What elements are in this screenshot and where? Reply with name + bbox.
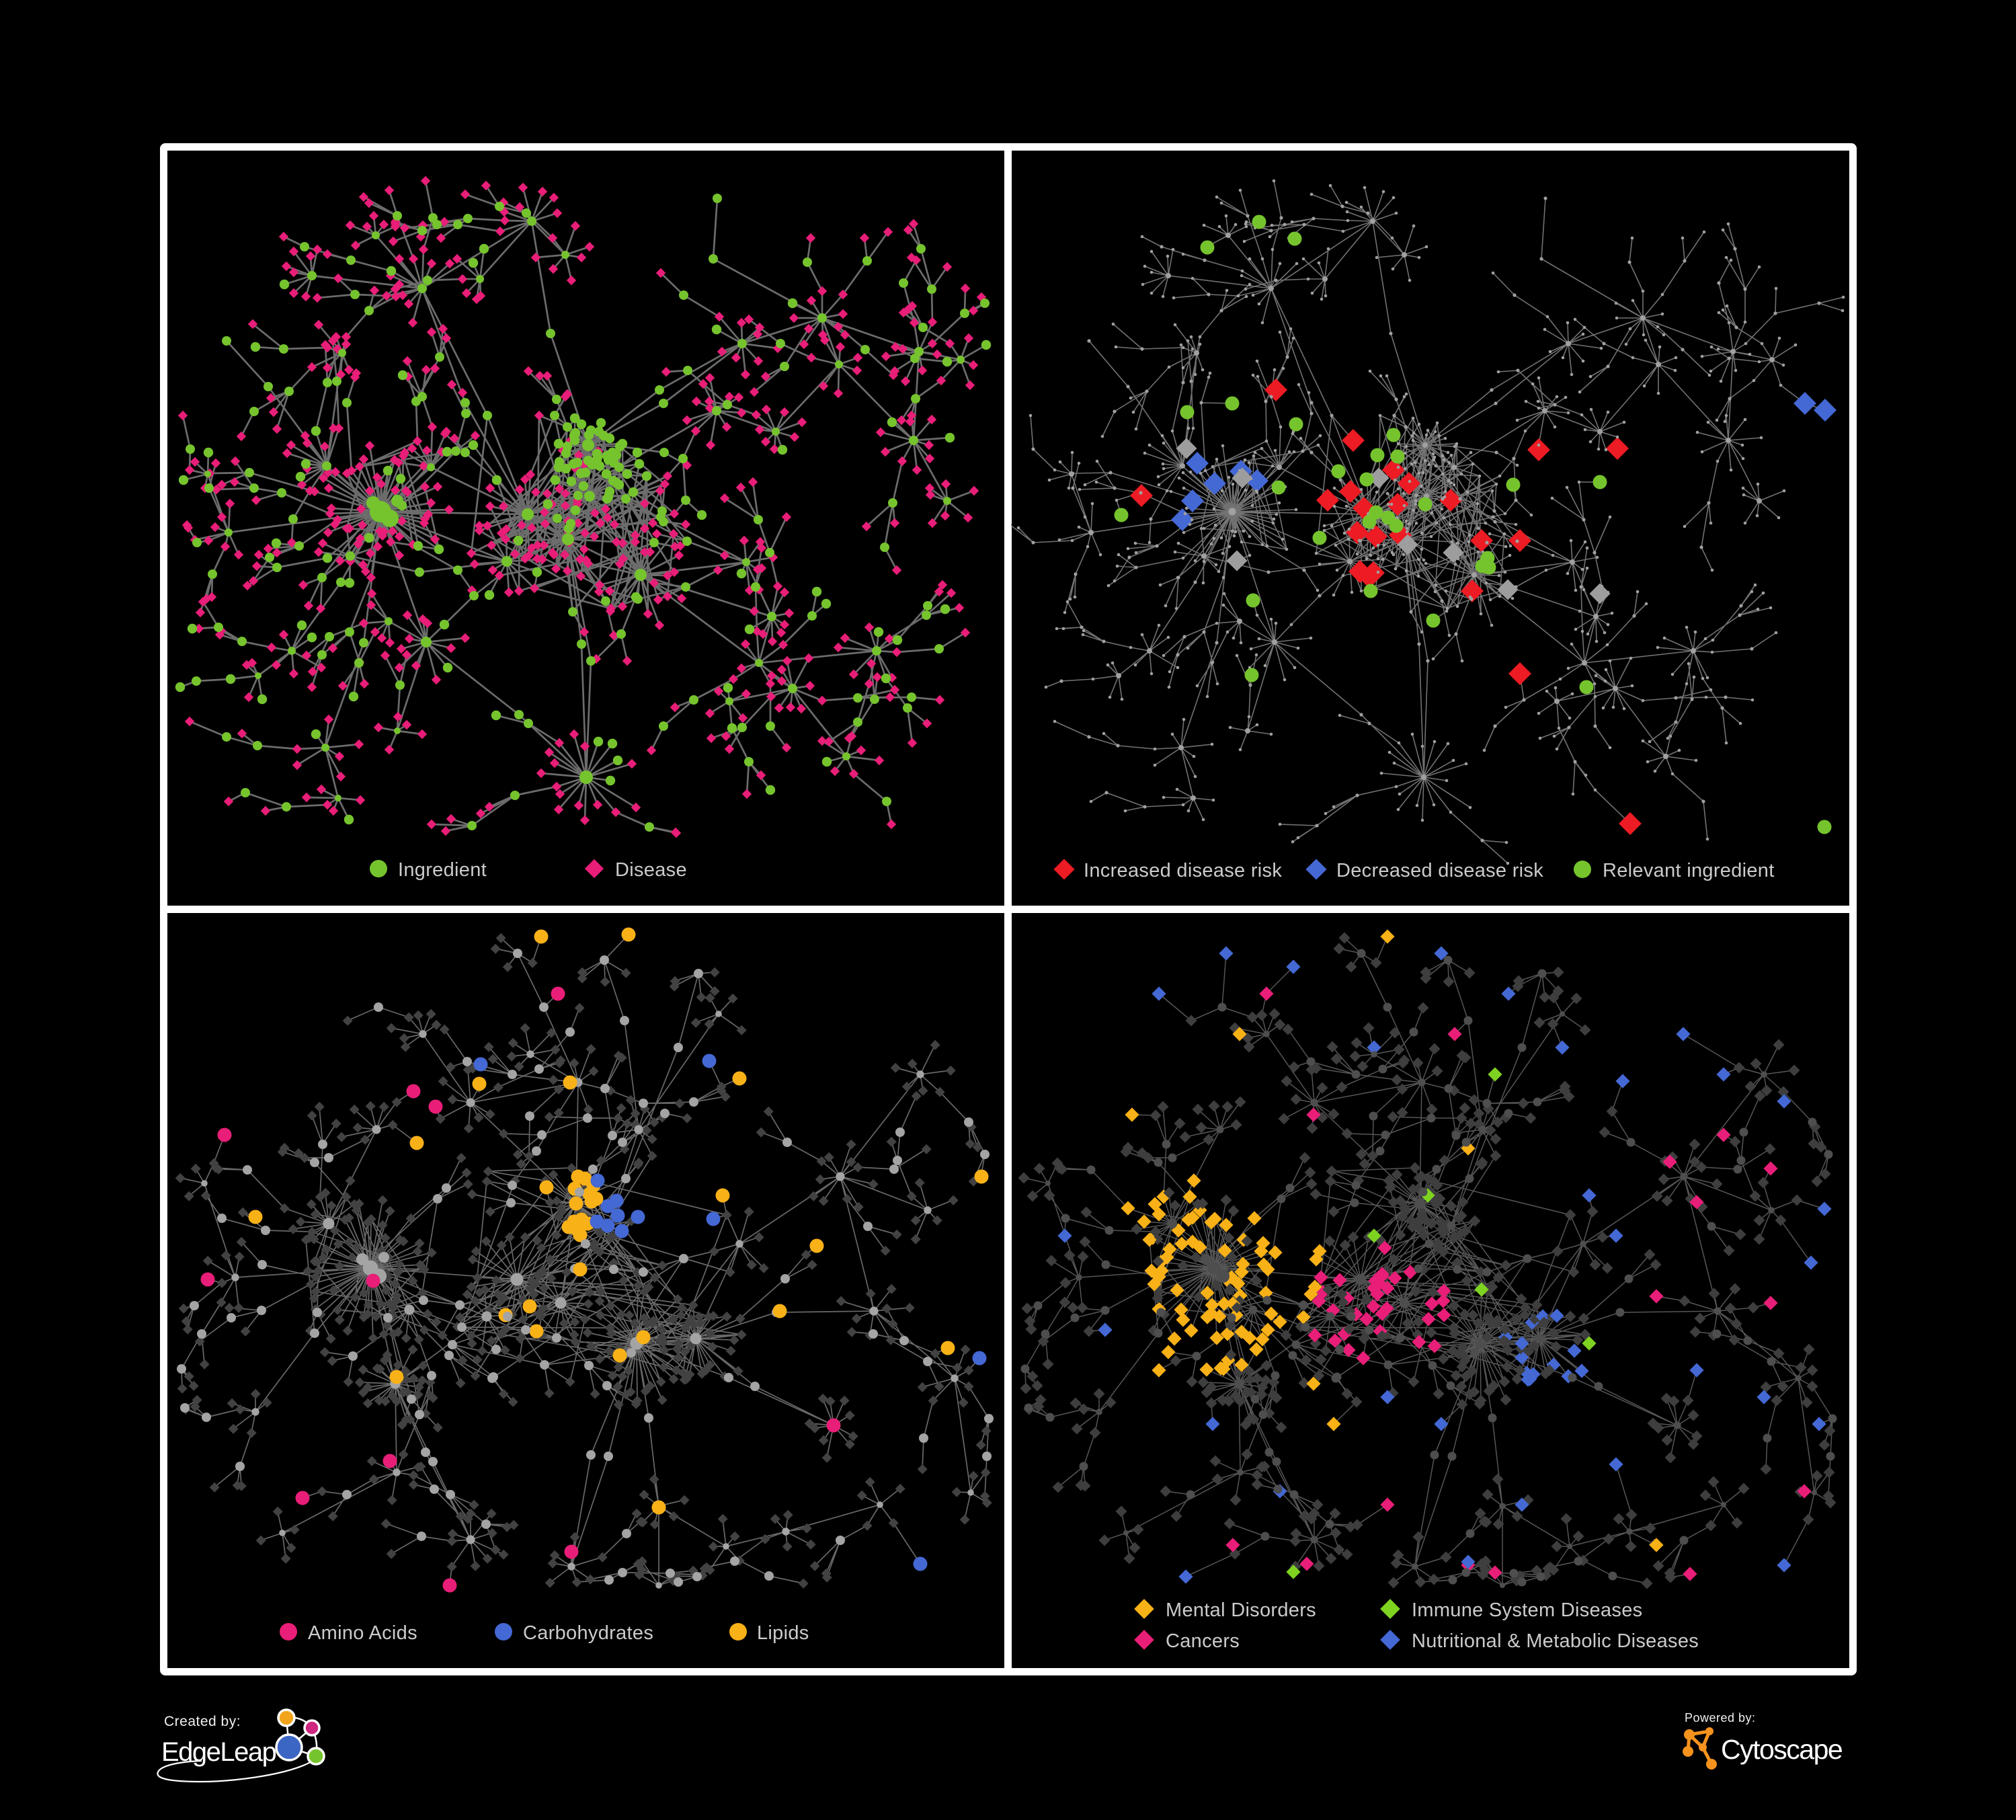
svg-text:Created by:: Created by:: [164, 1714, 241, 1729]
svg-text:Powered by:: Powered by:: [1685, 1711, 1756, 1725]
svg-text:Increased disease risk: Increased disease risk: [1084, 860, 1282, 881]
svg-text:Decreased disease risk: Decreased disease risk: [1336, 860, 1543, 881]
svg-text:Disease: Disease: [615, 859, 687, 881]
svg-text:Ingredient: Ingredient: [398, 859, 487, 881]
svg-text:Relevant ingredient: Relevant ingredient: [1603, 860, 1775, 881]
svg-text:Carbohydrates: Carbohydrates: [523, 1622, 653, 1644]
svg-text:Cytoscape: Cytoscape: [1721, 1734, 1842, 1765]
svg-text:Mental Disorders: Mental Disorders: [1166, 1599, 1316, 1621]
svg-text:Amino Acids: Amino Acids: [308, 1622, 417, 1644]
svg-text:Cancers: Cancers: [1166, 1630, 1240, 1652]
svg-text:Lipids: Lipids: [757, 1622, 809, 1644]
svg-text:Nutritional & Metabolic Diseas: Nutritional & Metabolic Diseases: [1412, 1630, 1699, 1652]
svg-text:Immune System Diseases: Immune System Diseases: [1412, 1599, 1642, 1621]
